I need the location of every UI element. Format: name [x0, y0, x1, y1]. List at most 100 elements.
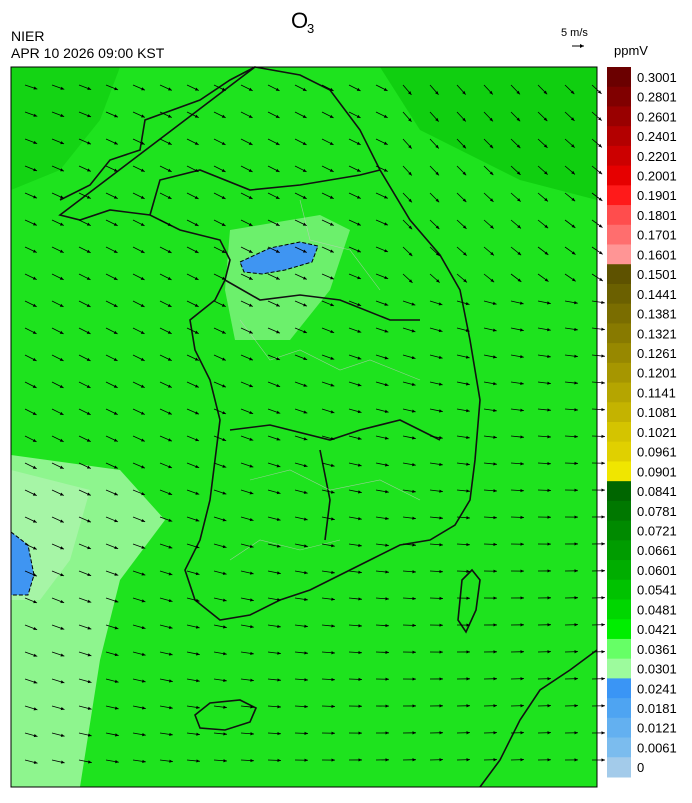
colorbar: 0.3001 0.2801 0.2601 0.2401 0.2201 0.2001 0.19…: [607, 67, 677, 778]
wind-reference-arrow: [572, 44, 584, 48]
colorbar-cell: [607, 166, 631, 186]
colorbar-cell: [607, 639, 631, 659]
colorbar-label: 0.0421: [637, 622, 677, 637]
colorbar-label: 0.1261: [637, 346, 677, 361]
colorbar-cell: [607, 738, 631, 758]
colorbar-label: 0.0841: [637, 484, 677, 499]
colorbar-label: 0.2601: [637, 109, 677, 124]
colorbar-cell: [607, 501, 631, 521]
colorbar-cell: [607, 580, 631, 600]
colorbar-cell: [607, 323, 631, 343]
colorbar-label: 0.0061: [637, 740, 677, 755]
colorbar-cell: [607, 67, 631, 87]
colorbar-cell: [607, 205, 631, 225]
colorbar-cell: [607, 245, 631, 265]
colorbar-label: 0.0661: [637, 543, 677, 558]
wind-arrow-head: [601, 704, 605, 707]
colorbar-unit: ppmV: [614, 43, 648, 58]
colorbar-cell: [607, 284, 631, 304]
colorbar-cell: [607, 659, 631, 679]
wind-arrow-head: [601, 435, 605, 438]
colorbar-label: 0.1901: [637, 188, 677, 203]
colorbar-cell: [607, 185, 631, 205]
colorbar-label: 0.1801: [637, 208, 677, 223]
colorbar-label: 0.1441: [637, 287, 677, 302]
colorbar-cell: [607, 402, 631, 422]
colorbar-cell: [607, 461, 631, 481]
wind-arrow-head: [601, 677, 605, 680]
wind-arrow-head: [601, 731, 605, 734]
colorbar-label: 0.0181: [637, 701, 677, 716]
wind-reference-label: 5 m/s: [561, 27, 588, 39]
wind-arrow-head: [601, 462, 605, 465]
colorbar-cell: [607, 481, 631, 501]
wind-arrow-head: [599, 224, 603, 227]
colorbar-label: 0.0541: [637, 583, 677, 598]
agency: NIER: [11, 28, 44, 44]
colorbar-label: 0.1501: [637, 267, 677, 282]
colorbar-label: 0.1141: [637, 385, 676, 400]
colorbar-label: 0.0781: [637, 504, 677, 519]
colorbar-label: 0.1201: [637, 366, 677, 381]
wind-arrow-head: [601, 301, 605, 304]
colorbar-label: 0.0481: [637, 602, 677, 617]
colorbar-cell: [607, 560, 631, 580]
colorbar-cell: [607, 442, 631, 462]
wind-arrow-head: [601, 758, 605, 761]
wind-arrow-head: [601, 381, 605, 384]
colorbar-cell: [607, 678, 631, 698]
colorbar-cell: [607, 383, 631, 403]
title: O: [291, 8, 308, 33]
colorbar-cell: [607, 521, 631, 541]
colorbar-label: 0.0241: [637, 681, 677, 696]
wind-arrow-head: [601, 515, 605, 518]
wind-arrow-head: [601, 488, 605, 491]
colorbar-cell: [607, 718, 631, 738]
datetime: APR 10 2026 09:00 KST: [11, 45, 165, 61]
colorbar-cell: [607, 422, 631, 442]
colorbar-label: 0.0961: [637, 445, 677, 460]
wind-arrow-head: [601, 542, 605, 545]
map: [11, 67, 605, 787]
colorbar-label: 0.1601: [637, 247, 677, 262]
wind-arrow-head: [599, 251, 603, 254]
wind-arrow-head: [601, 623, 605, 626]
colorbar-label: 0.1381: [637, 307, 677, 322]
colorbar-label: 0.0301: [637, 662, 677, 677]
colorbar-label: 0.0601: [637, 563, 677, 578]
colorbar-label: 0.1321: [637, 326, 677, 341]
colorbar-label: 0.0901: [637, 464, 677, 479]
colorbar-cell: [607, 87, 631, 107]
title-subscript: 3: [307, 21, 314, 36]
colorbar-cell: [607, 619, 631, 639]
colorbar-cell: [607, 343, 631, 363]
colorbar-label: 0.1021: [637, 425, 677, 440]
colorbar-label: 0.0361: [637, 642, 677, 657]
colorbar-label: 0.0121: [637, 721, 677, 736]
colorbar-cell: [607, 106, 631, 126]
colorbar-label: 0: [637, 760, 644, 775]
colorbar-cell: [607, 146, 631, 166]
colorbar-cell: [607, 304, 631, 324]
colorbar-label: 0.1701: [637, 228, 677, 243]
colorbar-label: 0.3001: [637, 70, 677, 85]
colorbar-label: 0.2401: [637, 129, 677, 144]
colorbar-cell: [607, 264, 631, 284]
wind-arrow-head: [601, 596, 605, 599]
colorbar-cell: [607, 225, 631, 245]
wind-arrow-head: [601, 650, 605, 653]
colorbar-cell: [607, 698, 631, 718]
colorbar-cell: [607, 126, 631, 146]
wind-arrow-head: [601, 569, 605, 572]
wind-arrow-head: [601, 408, 605, 411]
colorbar-cell: [607, 363, 631, 383]
colorbar-cell: [607, 600, 631, 620]
colorbar-label: 0.2001: [637, 168, 677, 183]
colorbar-label: 0.0721: [637, 523, 677, 538]
colorbar-cell: [607, 540, 631, 560]
colorbar-label: 0.2201: [637, 149, 677, 164]
colorbar-label: 0.1081: [637, 405, 677, 420]
colorbar-label: 0.2801: [637, 90, 677, 105]
colorbar-cell: [607, 757, 631, 777]
